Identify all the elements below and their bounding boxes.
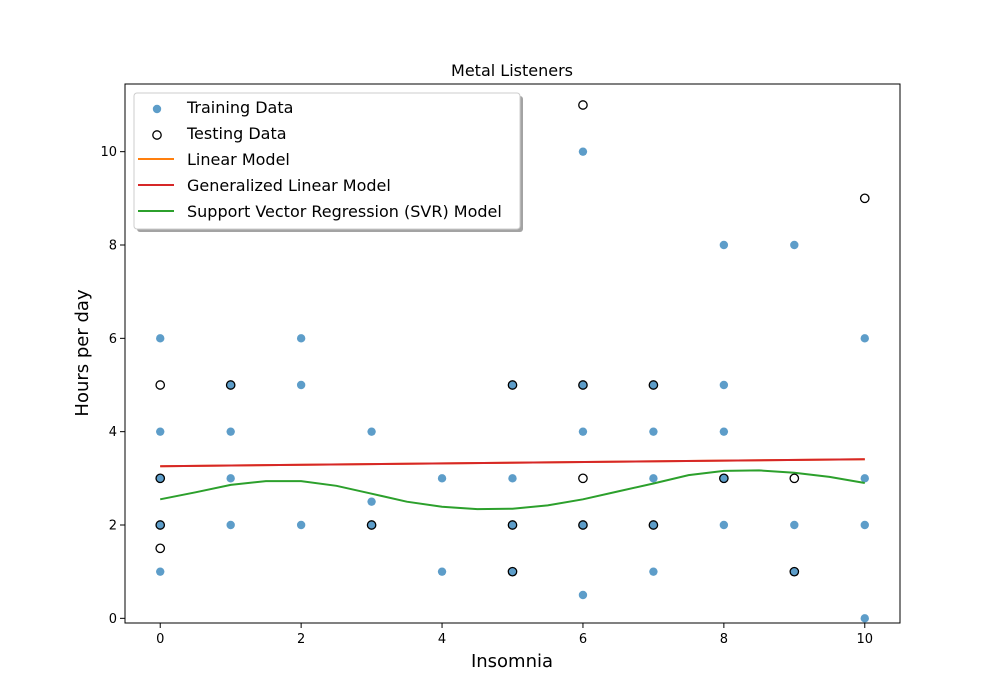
- testing-point: [507, 566, 518, 577]
- training-point: [296, 334, 306, 343]
- training-point: [296, 380, 306, 390]
- testing-point: [155, 543, 166, 554]
- testing-point: [366, 520, 377, 530]
- training-point: [649, 427, 658, 436]
- y-tick-label: 0: [109, 612, 117, 627]
- y-tick-label: 10: [100, 145, 117, 160]
- legend-label: Linear Model: [187, 150, 290, 169]
- x-tick-label: 0: [156, 632, 164, 647]
- legend-marker-testing: [152, 130, 162, 140]
- plot-frame: [124, 83, 901, 624]
- data-marks: [155, 100, 870, 623]
- training-point: [719, 240, 729, 250]
- training-point: [367, 427, 376, 436]
- y-tick-label: 6: [109, 332, 117, 347]
- x-axis-label: Insomnia: [471, 651, 553, 672]
- training-point: [156, 520, 165, 530]
- training-point: [367, 497, 376, 506]
- training-point: [578, 427, 588, 436]
- chart-title: Metal Listeners: [451, 61, 573, 80]
- training-point: [437, 567, 447, 576]
- y-tick-label: 8: [109, 239, 117, 254]
- y-tick-label: 4: [109, 425, 117, 440]
- training-point: [578, 380, 588, 390]
- x-tick-label: 6: [579, 632, 587, 647]
- training-point: [790, 567, 799, 576]
- training-point: [649, 567, 658, 576]
- training-point: [719, 380, 729, 390]
- training-point: [790, 520, 799, 530]
- training-point: [719, 427, 729, 436]
- training-point: [156, 567, 165, 576]
- training-point: [719, 474, 729, 483]
- testing-point: [859, 193, 870, 204]
- y-axis-label: Hours per day: [72, 289, 93, 417]
- training-point: [508, 520, 517, 530]
- training-point: [578, 520, 588, 530]
- x-tick-label: 2: [297, 632, 305, 647]
- training-point: [860, 334, 869, 343]
- legend-box: [133, 92, 521, 230]
- training-point: [790, 240, 799, 250]
- x-tick-label: 4: [438, 632, 446, 647]
- training-point: [226, 474, 235, 483]
- legend-label: Support Vector Regression (SVR) Model: [187, 202, 502, 221]
- model-line: [160, 458, 865, 468]
- y-tick-label: 2: [109, 519, 117, 534]
- training-point: [860, 614, 869, 623]
- training-point: [437, 474, 447, 483]
- x-tick-label: 10: [856, 632, 873, 647]
- testing-point: [578, 473, 588, 484]
- legend-label: Testing Data: [186, 124, 287, 143]
- training-point: [508, 474, 517, 483]
- testing-point: [648, 380, 659, 390]
- training-point: [226, 427, 235, 436]
- legend-label: Training Data: [186, 98, 293, 117]
- testing-point: [648, 520, 659, 530]
- testing-point: [155, 520, 166, 530]
- training-point: [649, 520, 658, 530]
- training-point: [156, 334, 165, 343]
- training-point: [508, 380, 517, 390]
- model-line: [160, 469, 865, 511]
- testing-point: [155, 380, 166, 390]
- testing-point: [719, 473, 729, 484]
- training-point: [578, 590, 588, 600]
- training-point: [226, 380, 235, 390]
- x-tick-label: 8: [720, 632, 728, 647]
- axis-ticks: 0 2 4 6 8 10 0 2 4 6 8 10: [100, 145, 873, 647]
- training-point: [649, 474, 658, 483]
- testing-point: [578, 520, 588, 530]
- training-point: [860, 520, 869, 530]
- testing-point: [578, 380, 588, 390]
- training-point: [860, 474, 869, 483]
- testing-point: [507, 520, 518, 530]
- legend: Training Data Testing Data Linear Model Gen…: [133, 92, 523, 232]
- training-point: [156, 427, 165, 436]
- training-point: [649, 380, 658, 390]
- testing-point: [789, 473, 800, 484]
- testing-point: [789, 566, 800, 577]
- training-point: [156, 474, 165, 483]
- training-point: [296, 520, 306, 530]
- testing-point: [507, 380, 518, 390]
- testing-point: [155, 473, 166, 484]
- legend-marker-training: [152, 104, 162, 114]
- training-point: [508, 567, 517, 576]
- testing-point: [225, 380, 236, 390]
- training-point: [367, 520, 376, 530]
- training-point: [226, 520, 235, 530]
- training-point: [719, 520, 729, 530]
- testing-point: [578, 100, 588, 110]
- training-point: [578, 147, 588, 156]
- legend-label: Generalized Linear Model: [187, 176, 391, 195]
